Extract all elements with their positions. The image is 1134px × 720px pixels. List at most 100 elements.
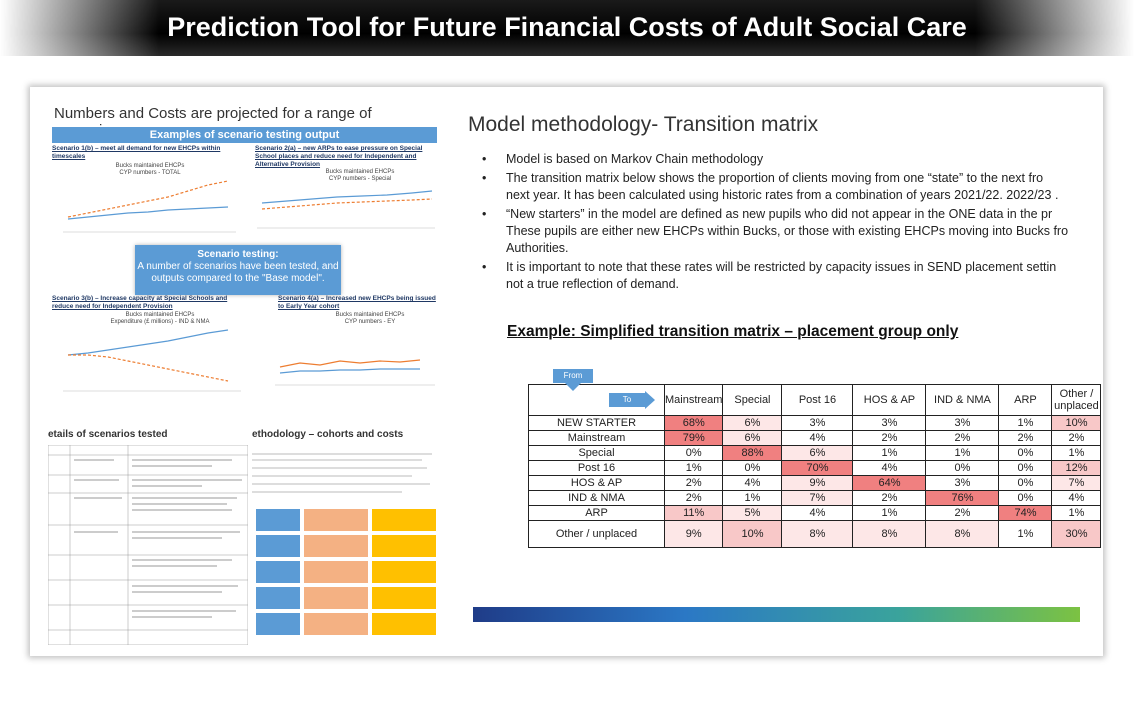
matrix-cell: 12% [1051, 460, 1102, 476]
to-arrow: To [609, 393, 645, 407]
matrix-cell: 3% [925, 415, 1000, 431]
matrix-row: ARP 11% 5% 4% 1% 2% 74% 1% [528, 505, 1102, 521]
example-title: Example: Simplified transition matrix – … [507, 323, 959, 340]
matrix-cell: 88% [722, 445, 783, 461]
banner-title: Prediction Tool for Future Financial Cos… [167, 12, 967, 42]
scenario-4-chart-subtitle: CYP numbers - EY [344, 319, 396, 325]
matrix-cell: 3% [852, 415, 927, 431]
matrix-cell: 8% [925, 520, 1000, 548]
scenario-3-chart-subtitle: Expenditure (£ millions) - IND & NMA [110, 319, 210, 325]
from-arrow-tip [565, 383, 581, 391]
matrix-cell: 68% [663, 415, 724, 431]
matrix-header-row: From To Mainstream Special Post 16 HOS &… [528, 369, 1102, 416]
matrix-cell: 74% [998, 505, 1053, 521]
matrix-cell: 8% [852, 520, 927, 548]
details-table-image [48, 445, 248, 645]
matrix-cell: 1% [1051, 505, 1102, 521]
transition-matrix: From To Mainstream Special Post 16 HOS &… [528, 369, 1102, 548]
matrix-cell: 1% [925, 445, 1000, 461]
cohorts-title: ethodology – cohorts and costs [252, 429, 404, 440]
scenario-testing-callout: Scenario testing: A number of scenarios … [135, 245, 341, 295]
scenario-2-chart-subtitle: CYP numbers - Special [328, 176, 392, 182]
matrix-cell: 2% [925, 505, 1000, 521]
matrix-cell: 1% [998, 520, 1053, 548]
matrix-cell: 2% [663, 490, 724, 506]
matrix-cell: 0% [998, 490, 1053, 506]
scenario-4-heading: Scenario 4(a) – Increased new EHCPs bein… [278, 295, 436, 310]
row-label: ARP [528, 505, 665, 521]
column-header: Mainstream [663, 384, 724, 416]
to-arrow-tip [645, 391, 655, 409]
matrix-cell: 0% [925, 460, 1000, 476]
matrix-cell: 1% [1051, 445, 1102, 461]
matrix-cell: 0% [998, 460, 1053, 476]
matrix-cell: 5% [722, 505, 783, 521]
matrix-cell: 7% [781, 490, 854, 506]
matrix-cell: 0% [663, 445, 724, 461]
matrix-cell: 4% [722, 475, 783, 491]
bullet-item: It is important to note that these rates… [480, 259, 1090, 293]
scenario-testing-body: A number of scenarios have been tested, … [137, 261, 339, 284]
row-label: Special [528, 445, 665, 461]
scenario-4-chart-title: Bucks maintained EHCPs [335, 312, 405, 318]
matrix-cell: 8% [781, 520, 854, 548]
column-header: ARP [998, 384, 1053, 416]
matrix-row: Other / unplaced 9% 10% 8% 8% 8% 1% 30% [528, 520, 1102, 548]
matrix-cell: 6% [722, 430, 783, 446]
row-label: NEW STARTER [528, 415, 665, 431]
scenario-3-chart [63, 329, 241, 392]
matrix-cell: 1% [722, 490, 783, 506]
matrix-cell: 2% [925, 430, 1000, 446]
matrix-cell: 0% [722, 460, 783, 476]
matrix-cell: 4% [781, 505, 854, 521]
scenario-testing-title: Scenario testing: [197, 249, 279, 260]
from-arrow: From [553, 369, 593, 383]
matrix-cell: 6% [781, 445, 854, 461]
bullet-item: Model is based on Markov Chain methodolo… [480, 151, 1090, 168]
matrix-cell: 9% [663, 520, 724, 548]
scenario-1-chart-subtitle: CYP numbers - TOTAL [119, 170, 181, 176]
scenario-4-chart [275, 359, 435, 386]
matrix-cell: 7% [1051, 475, 1102, 491]
methodology-bullets: Model is based on Markov Chain methodolo… [480, 151, 1090, 295]
matrix-row: Post 16 1% 0% 70% 4% 0% 0% 12% [528, 460, 1102, 476]
row-label: HOS & AP [528, 475, 665, 491]
bullet-item: “New starters” in the model are defined … [480, 206, 1090, 257]
column-header: IND & NMA [925, 384, 1000, 416]
matrix-corner: From To [528, 369, 665, 416]
matrix-cell: 4% [1051, 490, 1102, 506]
column-header: HOS & AP [852, 384, 927, 416]
matrix-cell: 64% [852, 475, 927, 491]
matrix-cell: 0% [998, 445, 1053, 461]
matrix-cell: 4% [781, 430, 854, 446]
matrix-cell: 2% [998, 430, 1053, 446]
row-label: Mainstream [528, 430, 665, 446]
matrix-row: Mainstream 79% 6% 4% 2% 2% 2% 2% [528, 430, 1102, 446]
title-banner [0, 0, 1134, 56]
methodology-title: Model methodology- Transition matrix [468, 113, 819, 136]
scenario-2-chart-title: Bucks maintained EHCPs [325, 169, 395, 175]
matrix-cell: 3% [781, 415, 854, 431]
matrix-cell: 1% [998, 415, 1053, 431]
scenario-1-chart-title: Bucks maintained EHCPs [115, 163, 185, 169]
scenario-1-chart [63, 180, 236, 233]
matrix-cell: 2% [852, 490, 927, 506]
examples-bar: Examples of scenario testing output [52, 127, 437, 143]
matrix-cell: 2% [852, 430, 927, 446]
details-title: etails of scenarios tested [48, 429, 168, 440]
scenario-1-heading: Scenario 1(b) – meet all demand for new … [52, 145, 221, 160]
matrix-cell: 2% [1051, 430, 1102, 446]
matrix-cell: 1% [852, 445, 927, 461]
scenario-3-heading: Scenario 3(b) – Increase capacity at Spe… [52, 295, 228, 310]
matrix-cell: 10% [1051, 415, 1102, 431]
matrix-cell: 6% [722, 415, 783, 431]
cohorts-diagram-image [252, 453, 436, 635]
scenario-collage: Numbers and Costs are projected for a ra… [30, 87, 440, 656]
column-header: Post 16 [781, 384, 854, 416]
matrix-cell: 0% [998, 475, 1053, 491]
matrix-cell: 76% [925, 490, 1000, 506]
column-header: Other / unplaced [1051, 384, 1102, 416]
matrix-cell: 1% [663, 460, 724, 476]
row-label: Other / unplaced [528, 520, 665, 548]
matrix-cell: 11% [663, 505, 724, 521]
